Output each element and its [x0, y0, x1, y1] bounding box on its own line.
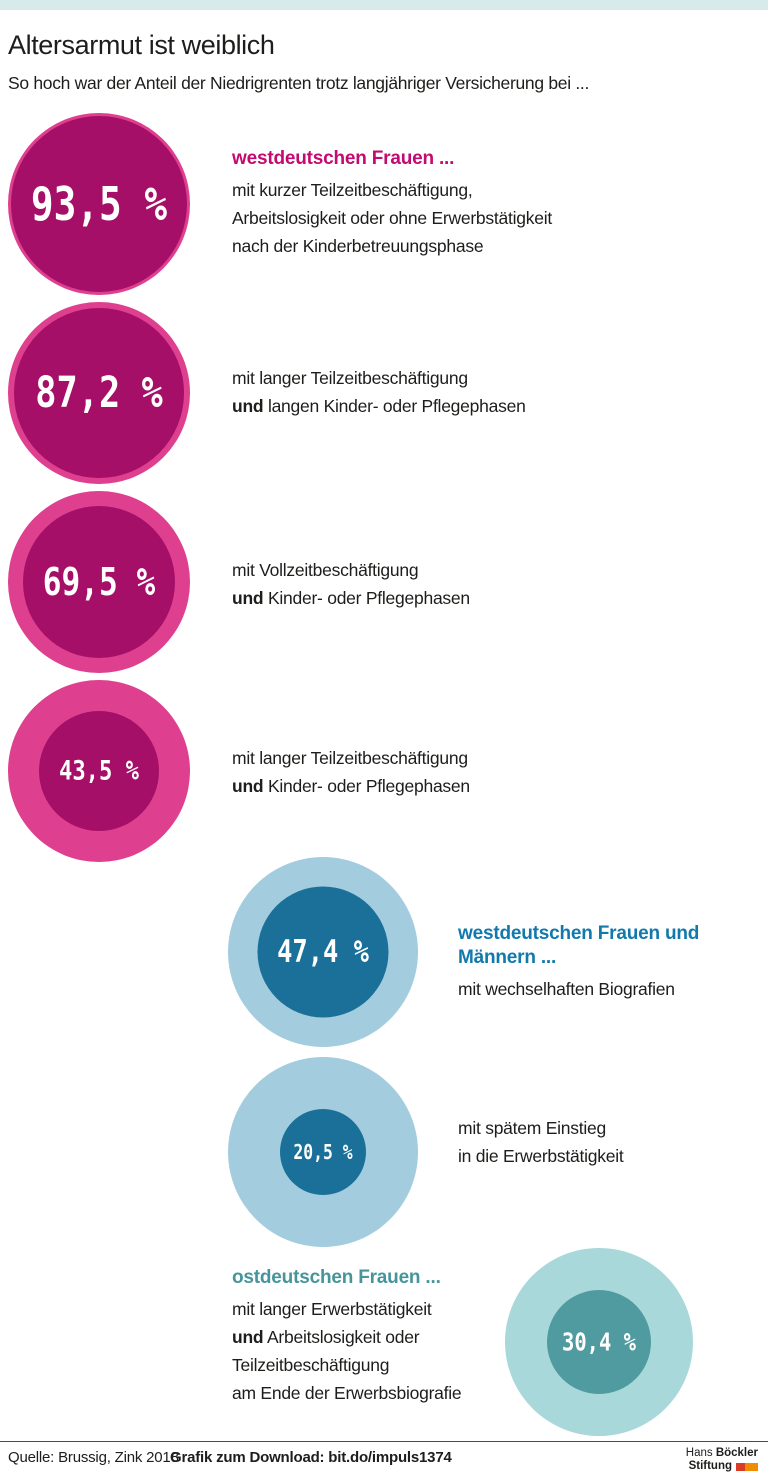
circle-30-4-percent: 30,4 %	[505, 1248, 693, 1436]
description-line: mit Vollzeitbeschäftigung	[232, 560, 419, 580]
group-west-women-text: westdeutschen Frauen ... mit kurzer Teil…	[232, 147, 552, 260]
accent-bar	[0, 0, 768, 10]
description-line: Arbeitslosigkeit oder ohne Erwerbstätigk…	[232, 208, 552, 228]
item-43-5-text: mit langer Teilzeitbeschäftigung und Kin…	[232, 744, 470, 800]
group-heading: westdeutschen Frauen ...	[232, 148, 455, 169]
group-east-women-text: ostdeutschen Frauen ... mit langer Erwer…	[232, 1266, 462, 1407]
description-line: und Kinder- oder Pflegephasen	[232, 776, 470, 796]
percent-label: 69,5 %	[42, 560, 156, 604]
logo-orange-square	[745, 1462, 758, 1471]
percent-label: 30,4 %	[561, 1327, 637, 1357]
description-line: und Arbeitslosigkeit oder	[232, 1327, 420, 1347]
description-line: nach der Kinderbetreuungsphase	[232, 236, 484, 256]
percent-label: 93,5 %	[30, 177, 168, 231]
logo-line-2: Stiftung	[686, 1460, 758, 1473]
description-line: und Kinder- oder Pflegephasen	[232, 588, 470, 608]
description-line: in die Erwerbstätigkeit	[458, 1146, 624, 1166]
group-heading: westdeutschen Frauen und Männern ...	[458, 923, 700, 968]
percent-label: 87,2 %	[35, 368, 163, 418]
percent-label: 20,5 %	[293, 1140, 353, 1164]
circle-inner	[39, 711, 159, 831]
description-line: mit langer Teilzeitbeschäftigung	[232, 748, 468, 768]
description-line: und langen Kinder- oder Pflegephasen	[232, 396, 526, 416]
circle-93-5-percent: 93,5 %	[8, 113, 190, 295]
circle-20-5-percent: 20,5 %	[228, 1057, 418, 1247]
circle-inner	[257, 886, 389, 1018]
description-line: Teilzeitbeschäftigung	[232, 1355, 390, 1375]
logo-line-1: Hans Böckler	[685, 1447, 758, 1459]
hbs-logo: Hans Böckler Stiftung	[686, 1447, 758, 1473]
source-text: Quelle: Brussig, Zink 2018	[8, 1449, 179, 1466]
description-line: mit langer Teilzeitbeschäftigung	[232, 368, 468, 388]
item-20-5-text: mit spätem Einstieg in die Erwerbstätigk…	[458, 1114, 624, 1170]
page-subtitle: So hoch war der Anteil der Niedrigrenten…	[8, 73, 590, 93]
footer-rule	[0, 1441, 768, 1442]
circle-inner	[280, 1109, 366, 1195]
item-69-5-text: mit Vollzeitbeschäftigung und Kinder- od…	[232, 556, 470, 612]
description-line: mit langer Erwerbstätigkeit	[232, 1299, 432, 1319]
circle-87-2-percent: 87,2 %	[8, 302, 190, 484]
circle-43-5-percent: 43,5 %	[8, 680, 190, 862]
description-line: mit spätem Einstieg	[458, 1118, 606, 1138]
group-west-women-men-text: westdeutschen Frauen und Männern ... mit…	[458, 922, 768, 1003]
circle-69-5-percent: 69,5 %	[8, 491, 190, 673]
circle-inner	[547, 1290, 651, 1394]
circle-inner	[23, 506, 175, 658]
description-line: mit wechselhaften Biografien	[458, 979, 675, 999]
item-87-2-text: mit langer Teilzeitbeschäftigung und lan…	[232, 364, 526, 420]
download-text: Grafik zum Download: bit.do/impuls1374	[170, 1449, 452, 1466]
description-line: mit kurzer Teilzeitbeschäftigung,	[232, 180, 473, 200]
percent-label: 47,4 %	[277, 934, 369, 970]
circle-47-4-percent: 47,4 %	[228, 857, 418, 1047]
circle-inner	[11, 116, 187, 292]
page-title: Altersarmut ist weiblich	[8, 30, 275, 60]
percent-label: 43,5 %	[59, 755, 139, 787]
group-heading: ostdeutschen Frauen ...	[232, 1267, 441, 1288]
description-line: am Ende der Erwerbsbiografie	[232, 1383, 462, 1403]
logo-red-square	[736, 1462, 745, 1471]
circle-inner	[14, 308, 184, 478]
